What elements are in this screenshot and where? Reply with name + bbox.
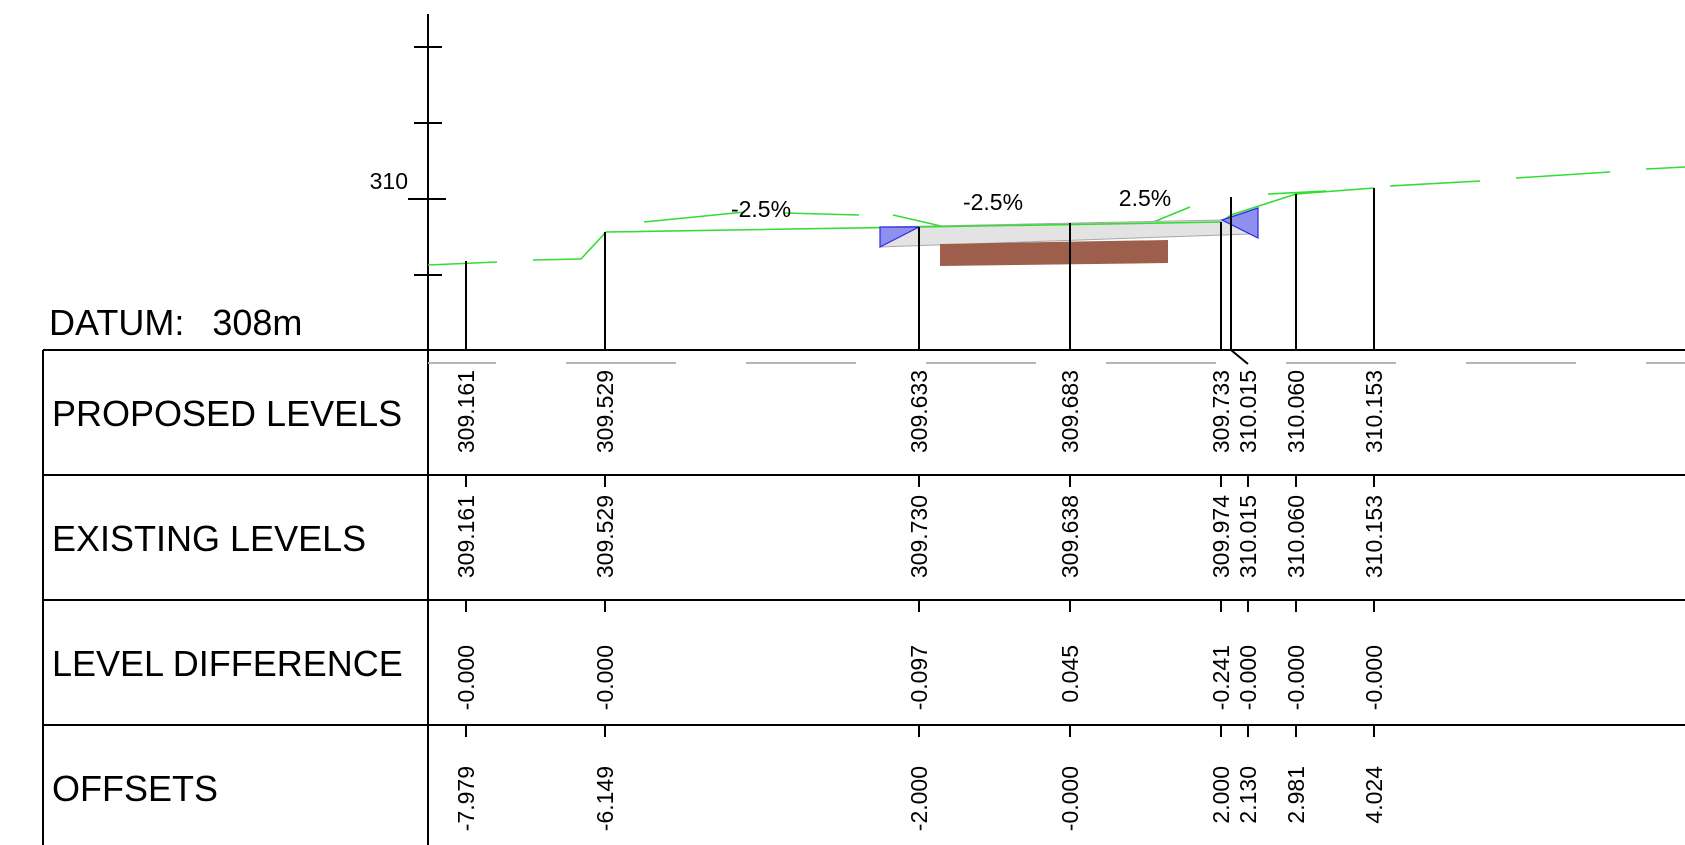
proposed-level-value: 310.015 xyxy=(1235,370,1261,453)
offset-value: 2.000 xyxy=(1208,766,1234,824)
offset-value: 2.130 xyxy=(1235,766,1261,824)
existing-level-value: 309.974 xyxy=(1208,495,1234,578)
existing-level-value: 309.638 xyxy=(1057,495,1083,578)
proposed-level-value: 310.153 xyxy=(1361,370,1387,453)
left-batter-triangle xyxy=(879,226,920,248)
existing-level-value: 309.529 xyxy=(592,495,618,578)
right-batter-triangle xyxy=(1220,207,1259,239)
level-axis-tick-label: 310 xyxy=(370,168,408,194)
existing-level-value: 310.153 xyxy=(1361,495,1387,578)
row-label-offsets: OFFSETS xyxy=(52,768,218,809)
slope-label: -2.5% xyxy=(963,189,1023,215)
level-difference-value: 0.045 xyxy=(1057,645,1083,703)
offset-value: -2.000 xyxy=(906,766,932,831)
existing-levels-values: 309.161 309.529 309.730 309.638 309.974 … xyxy=(453,495,1387,578)
level-scale xyxy=(408,14,446,845)
table-station-ticks xyxy=(465,475,1375,737)
existing-level-value: 309.161 xyxy=(453,495,479,578)
proposed-level-value: 310.060 xyxy=(1283,370,1309,453)
levels-table-frame xyxy=(42,349,1685,845)
level-difference-value: -0.000 xyxy=(592,645,618,710)
offset-value: -6.149 xyxy=(592,766,618,831)
datum-label-text: DATUM: xyxy=(49,302,184,343)
level-difference-value: -0.000 xyxy=(1235,645,1261,710)
row-label-level-difference: LEVEL DIFFERENCE xyxy=(52,643,403,684)
row-label-proposed-levels: PROPOSED LEVELS xyxy=(52,393,402,434)
station-leader xyxy=(1230,349,1249,365)
offset-value: 4.024 xyxy=(1361,766,1387,824)
offsets-values: -7.979 -6.149 -2.000 -0.000 2.000 2.130 … xyxy=(453,766,1387,831)
offset-value: -7.979 xyxy=(453,766,479,831)
proposed-level-value: 309.683 xyxy=(1057,370,1083,453)
datum-value: 308m xyxy=(212,302,302,343)
proposed-levels-values: 309.161 309.529 309.633 309.683 309.733 … xyxy=(453,370,1387,453)
level-difference-value: -0.097 xyxy=(906,645,932,710)
existing-level-value: 310.060 xyxy=(1283,495,1309,578)
pipe-element xyxy=(940,240,1168,266)
level-difference-values: -0.000 -0.000 -0.097 0.045 -0.241 -0.000… xyxy=(453,645,1387,710)
existing-level-value: 309.730 xyxy=(906,495,932,578)
proposed-level-value: 309.161 xyxy=(453,370,479,453)
proposed-level-value: 309.733 xyxy=(1208,370,1234,453)
slope-label: -2.5% xyxy=(731,196,791,222)
datum-label: DATUM: 308m xyxy=(49,302,302,343)
existing-level-value: 310.015 xyxy=(1235,495,1261,578)
level-difference-value: -0.000 xyxy=(1283,645,1309,710)
offset-value: 2.981 xyxy=(1283,766,1309,824)
offset-value: -0.000 xyxy=(1057,766,1083,831)
proposed-level-value: 309.529 xyxy=(592,370,618,453)
proposed-level-value: 309.633 xyxy=(906,370,932,453)
station-lines xyxy=(465,188,1375,350)
level-difference-value: -0.241 xyxy=(1208,645,1234,710)
row-label-existing-levels: EXISTING LEVELS xyxy=(52,518,366,559)
level-difference-value: -0.000 xyxy=(1361,645,1387,710)
slope-label: 2.5% xyxy=(1119,185,1171,211)
level-difference-value: -0.000 xyxy=(453,645,479,710)
